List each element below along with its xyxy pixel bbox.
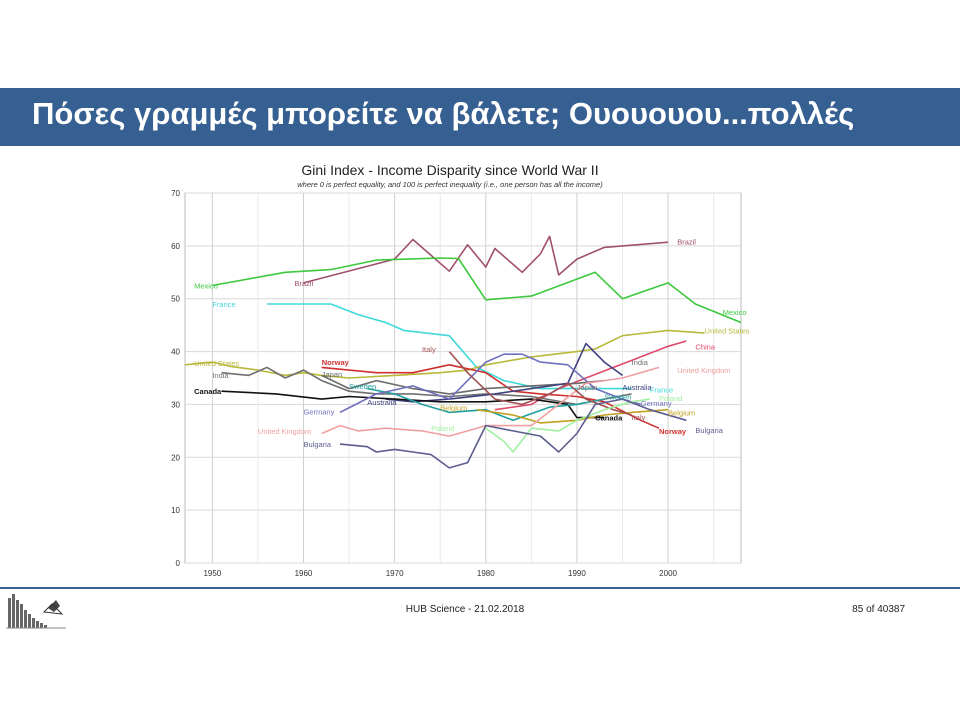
x-tick-label: 1950 <box>203 569 221 578</box>
series-label-united-kingdom-end: United Kingdom <box>677 366 730 375</box>
x-tick-label: 1970 <box>386 569 404 578</box>
gini-line-chart: Gini Index - Income Disparity since Worl… <box>171 162 750 578</box>
series-label-bulgaria-end: Bulgaria <box>695 426 723 435</box>
x-tick-label: 1990 <box>568 569 586 578</box>
series-label-sweden-start: Sweden <box>349 382 376 391</box>
series-label-united-states-start: United States <box>194 359 239 368</box>
series-line-mexico <box>212 257 742 324</box>
footer-slide-number: 85 of 40387 <box>852 604 905 615</box>
title-bar <box>0 88 960 146</box>
series-label-belgium-start: Belgium <box>440 404 467 413</box>
x-tick-label: 1960 <box>295 569 313 578</box>
y-tick-label: 10 <box>171 506 180 515</box>
chart-subtitle: where 0 is perfect equality, and 100 is … <box>297 180 603 189</box>
series-line-united-kingdom <box>321 366 660 437</box>
series-label-poland-start: Poland <box>431 424 454 433</box>
series-line-bulgaria <box>339 398 687 469</box>
series-label-germany-start: Germany <box>303 407 334 416</box>
series-label-china-start: China <box>695 342 715 351</box>
y-tick-label: 60 <box>171 242 180 251</box>
y-tick-label: 50 <box>171 295 180 304</box>
series-label-germany-end: Germany <box>641 399 672 408</box>
plot-frame <box>184 192 742 564</box>
series-line-united-states <box>184 329 705 379</box>
series-label-france-start: France <box>212 300 235 309</box>
series-line-poland <box>485 398 651 453</box>
series-line-sweden <box>367 387 605 422</box>
series-label-belgium-end: Belgium <box>668 408 695 417</box>
series-line-norway <box>321 364 660 429</box>
y-tick-label: 70 <box>171 189 180 198</box>
y-tick-label: 0 <box>176 559 181 568</box>
series-label-brazil-start: Brazil <box>294 279 313 288</box>
series-label-norway-start: Norway <box>322 358 350 367</box>
series-label-france-end: France <box>650 386 673 395</box>
series-label-mexico-start: Mexico <box>194 282 218 291</box>
series-label-poland-end: Poland <box>659 394 682 403</box>
series-label-brazil-end: Brazil <box>677 238 696 247</box>
series-line-brazil <box>303 235 669 284</box>
slide-title: Πόσες γραμμές μπορείτε να βάλετε; Ουουου… <box>32 96 855 131</box>
chart-series <box>184 235 742 469</box>
series-label-sweden-end: Sweden <box>604 393 631 402</box>
series-line-italy <box>448 351 632 416</box>
series-label-united-kingdom-start: United Kingdom <box>258 427 311 436</box>
series-label-mexico-end: Mexico <box>723 308 747 317</box>
series-label-canada-start: Canada <box>194 387 222 396</box>
footer-divider <box>0 587 960 589</box>
chart-grid <box>184 192 742 564</box>
series-line-china <box>494 340 687 411</box>
series-label-bulgaria-start: Bulgaria <box>303 440 331 449</box>
series-label-japan-end: Japan <box>577 383 597 392</box>
series-label-united-states-end: United States <box>705 326 750 335</box>
series-label-japan-start: Japan <box>322 370 342 379</box>
series-label-australia-end: Australia <box>623 383 653 392</box>
y-tick-label: 40 <box>171 348 180 357</box>
series-label-india-end: India <box>632 358 649 367</box>
series-label-canada-end: Canada <box>595 414 623 423</box>
chart-axes: 0 10 20 30 40 50 60 70 1950 1960 1970 1980 1990 2000 <box>171 189 677 578</box>
x-tick-label: 2000 <box>659 569 677 578</box>
hub-logo <box>6 594 66 629</box>
x-tick-label: 1980 <box>477 569 495 578</box>
series-label-india-start: India <box>212 371 229 380</box>
footer-event: HUB Science - 21.02.2018 <box>405 604 525 615</box>
series-label-italy-end: Italy <box>632 413 646 422</box>
series-line-germany <box>339 353 641 414</box>
series-line-canada <box>221 390 605 419</box>
series-label-norway-end: Norway <box>659 427 687 436</box>
y-tick-label: 30 <box>171 400 180 409</box>
series-label-italy-start: Italy <box>422 345 436 354</box>
series-label-australia-start: Australia <box>367 398 397 407</box>
chart-title: Gini Index - Income Disparity since Worl… <box>301 162 598 178</box>
chart-series-labels: Brazil Brazil Mexico Mexico France France Unit… <box>194 238 750 449</box>
y-tick-label: 20 <box>171 453 180 462</box>
